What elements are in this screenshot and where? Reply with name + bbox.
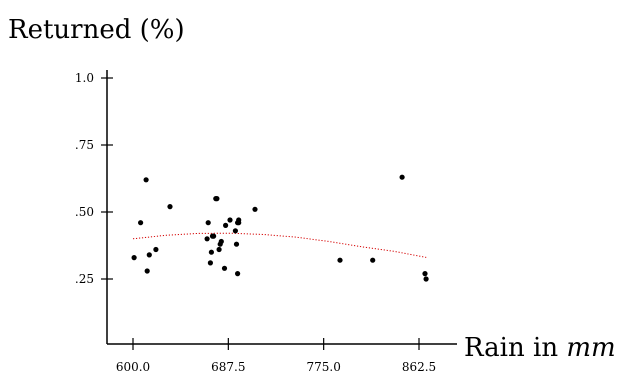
y-tick-label: .50 [75, 205, 94, 219]
data-point [399, 174, 405, 180]
data-point [167, 204, 173, 210]
data-point [233, 241, 240, 247]
x-axis-title-text: Rain in [464, 333, 558, 363]
data-point [236, 220, 242, 226]
data-point [235, 271, 241, 277]
x-axis-title: Rain in mm [464, 333, 616, 363]
data-point [423, 276, 429, 282]
data-point [252, 206, 258, 212]
y-axis-title: Returned (%) [8, 15, 185, 45]
x-tick-label: 775.0 [306, 360, 340, 374]
data-point [208, 249, 214, 255]
x-tick-label: 687.5 [211, 360, 245, 374]
data-point [205, 220, 211, 226]
y-tick-label: .25 [75, 272, 94, 286]
y-tick-label: 1.0 [75, 71, 94, 85]
data-point [221, 265, 228, 271]
data-point [370, 257, 376, 263]
x-tick-label: 862.5 [402, 360, 436, 374]
data-point [232, 228, 238, 234]
data-point [131, 255, 137, 261]
data-point [204, 236, 210, 242]
data-point [218, 238, 224, 245]
data-point [153, 246, 159, 253]
y-tick-label: .75 [75, 138, 94, 152]
data-point [337, 257, 343, 263]
data-point [216, 246, 222, 253]
data-point [144, 268, 150, 274]
data-point [207, 260, 213, 266]
data-point [138, 220, 144, 226]
data-point [227, 217, 233, 223]
x-axis-title-unit: mm [566, 333, 615, 363]
data-point [211, 233, 217, 239]
data-point [214, 196, 220, 202]
x-tick-label: 600.0 [116, 360, 150, 374]
data-point [223, 222, 229, 228]
points [131, 174, 429, 282]
y-ticks: .25 .50 .75 1.0 [75, 71, 113, 286]
x-ticks: 600.0 687.5 775.0 862.5 [116, 338, 436, 374]
data-point [143, 177, 149, 183]
data-point [146, 252, 152, 258]
trend-line [132, 232, 428, 259]
data-point [422, 271, 428, 277]
